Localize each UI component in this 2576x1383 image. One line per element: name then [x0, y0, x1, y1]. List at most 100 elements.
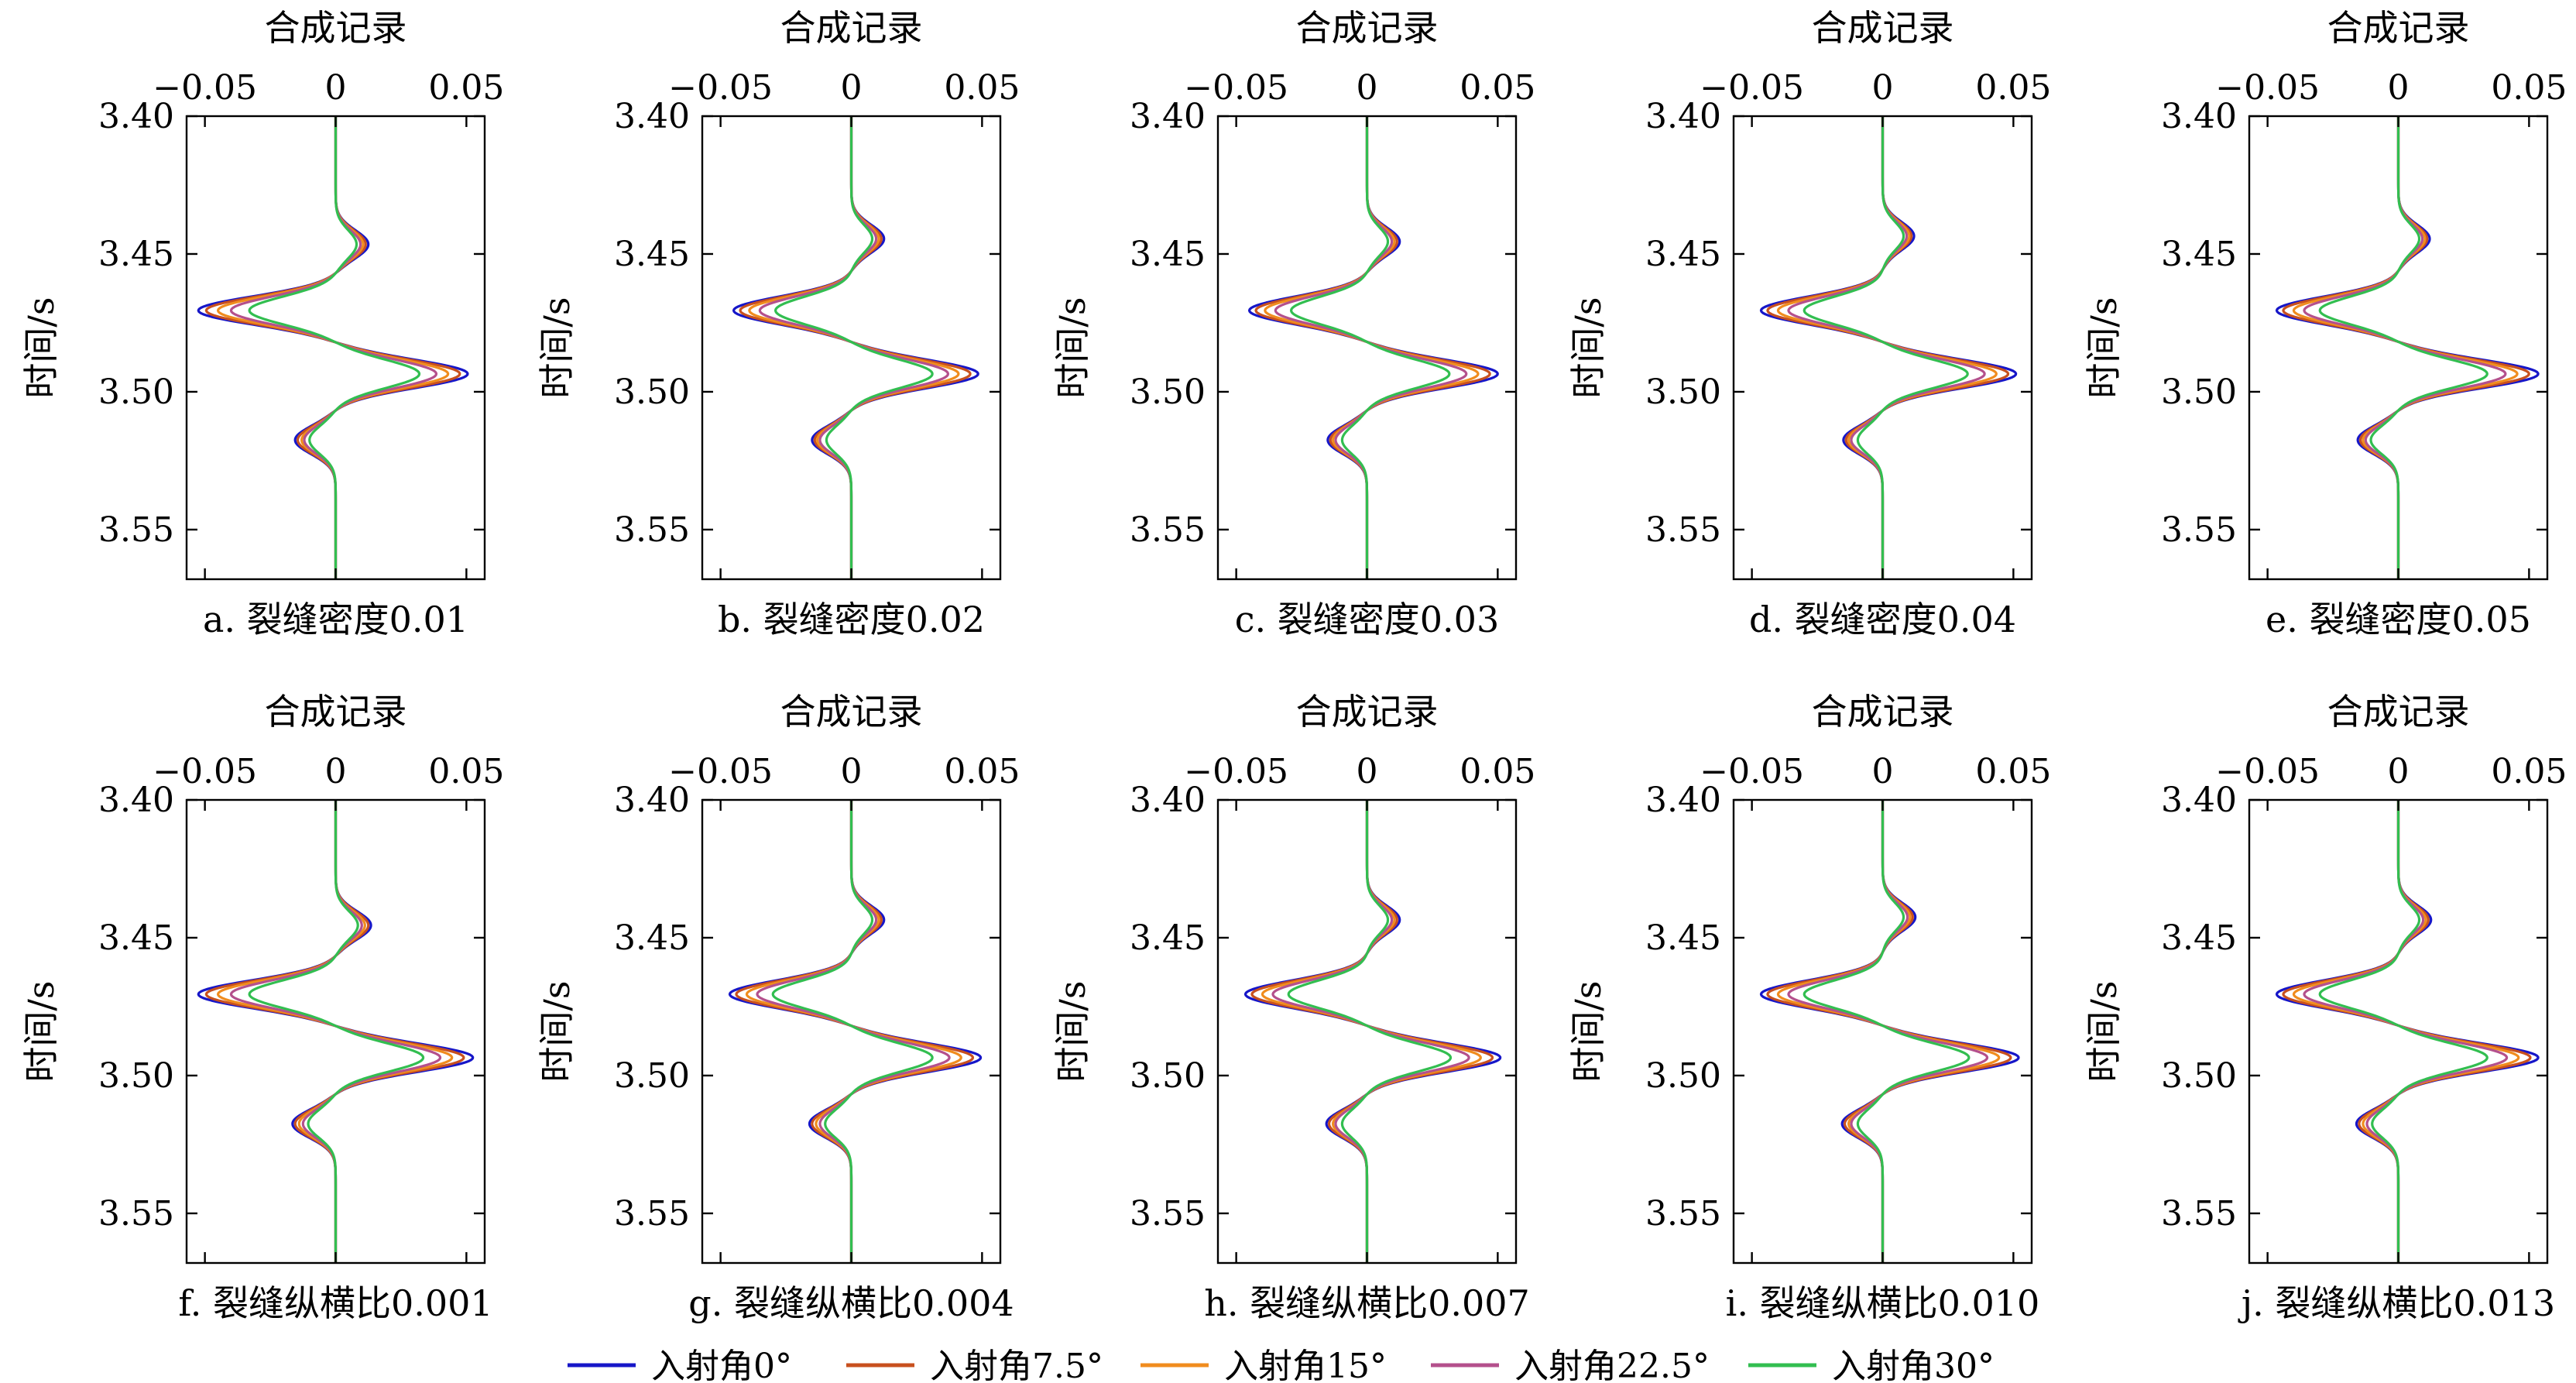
series-line [2292, 116, 2519, 579]
series-line [248, 116, 421, 579]
legend-item: 入射角30° [1748, 1347, 1995, 1383]
y-tick-label: 3.55 [1645, 510, 1721, 550]
y-tick-label: 3.50 [1645, 1056, 1721, 1096]
trace-group [728, 800, 983, 1263]
panel-caption: b. 裂缝密度0.02 [718, 599, 985, 640]
y-tick-label: 3.55 [2161, 510, 2237, 550]
series-line [1274, 116, 1468, 579]
x-tick-label: 0 [841, 752, 863, 791]
trace-group [1759, 800, 2020, 1263]
x-tick-label: 0 [325, 752, 347, 791]
y-tick-label: 3.45 [614, 918, 690, 958]
y-axis-label: 时间/s [20, 297, 62, 398]
series-line [1759, 116, 2018, 579]
y-tick-label: 3.40 [614, 97, 690, 136]
x-tick-label: 0.05 [1460, 68, 1535, 108]
series-line [1250, 800, 1494, 1263]
y-tick-label: 3.40 [2161, 781, 2237, 820]
panel-caption: j. 裂缝纵横比0.013 [2238, 1282, 2555, 1324]
series-line [2318, 800, 2489, 1263]
y-tick-label: 3.45 [614, 235, 690, 274]
chart-title: 合成记录 [2327, 691, 2470, 733]
series-line [248, 800, 425, 1263]
legend-label: 入射角0° [651, 1347, 792, 1383]
chart-title: 合成记录 [780, 691, 923, 733]
y-axis-label: 时间/s [536, 297, 578, 398]
series-line [2282, 116, 2530, 579]
y-tick-label: 3.50 [98, 372, 174, 412]
y-axis-label: 时间/s [1051, 297, 1093, 398]
x-tick-label: 0.05 [1975, 752, 2051, 791]
legend-item: 入射角15° [1141, 1347, 1387, 1383]
y-tick-label: 3.50 [2161, 372, 2237, 412]
x-tick-label: 0.05 [1975, 68, 2051, 108]
x-tick-label: 0 [325, 68, 347, 108]
panel-caption: a. 裂缝密度0.01 [203, 599, 468, 640]
series-line [1254, 116, 1491, 579]
series-line [2292, 800, 2520, 1263]
y-tick-label: 3.55 [98, 510, 174, 550]
y-axis-label: 时间/s [2083, 297, 2125, 398]
x-tick-label: −0.05 [668, 752, 773, 791]
x-tick-label: −0.05 [153, 752, 257, 791]
x-tick-label: 0 [1872, 752, 1894, 791]
y-tick-label: 3.40 [98, 781, 174, 820]
y-tick-label: 3.50 [614, 1056, 690, 1096]
x-tick-label: −0.05 [1700, 68, 1804, 108]
series-line [2318, 116, 2489, 579]
y-axis-label: 时间/s [20, 980, 62, 1082]
series-line [2275, 800, 2540, 1263]
series-line [204, 116, 461, 579]
series-line [1766, 800, 2012, 1263]
series-line [2303, 116, 2507, 579]
y-tick-label: 3.40 [2161, 97, 2237, 136]
legend: 入射角0° 入射角7.5° 入射角15° 入射角22.5° 入射角30° [568, 1347, 1995, 1383]
x-tick-label: 0.05 [428, 752, 504, 791]
y-tick-label: 3.45 [1645, 235, 1721, 274]
panel-caption: d. 裂缝密度0.04 [1749, 599, 2016, 640]
chart-title: 合成记录 [1296, 691, 1439, 733]
legend-item: 入射角0° [568, 1347, 792, 1383]
y-tick-label: 3.55 [614, 510, 690, 550]
x-tick-label: −0.05 [2215, 68, 2320, 108]
series-line [745, 800, 962, 1263]
y-tick-label: 3.45 [1130, 235, 1206, 274]
chart-title: 合成记录 [1296, 7, 1439, 49]
y-tick-label: 3.45 [1130, 918, 1206, 958]
series-line [732, 116, 979, 579]
series-line [2282, 800, 2532, 1263]
x-tick-label: 0.05 [944, 68, 1020, 108]
panel-caption: f. 裂缝纵横比0.001 [178, 1282, 492, 1324]
legend-item: 入射角22.5° [1431, 1347, 1710, 1383]
series-line [1243, 800, 1502, 1263]
series-line [1261, 800, 1482, 1263]
y-tick-label: 3.50 [1130, 372, 1206, 412]
chart-title: 合成记录 [265, 7, 407, 49]
series-line [1247, 116, 1499, 579]
y-tick-label: 3.55 [614, 1194, 690, 1234]
legend-label: 入射角30° [1832, 1347, 1995, 1383]
series-line [216, 116, 450, 579]
x-tick-label: 0.05 [1460, 752, 1535, 791]
x-tick-label: −0.05 [153, 68, 257, 108]
x-tick-label: 0.05 [944, 752, 1020, 791]
x-tick-label: 0 [2388, 752, 2410, 791]
trace-group [1247, 116, 1499, 579]
series-line [1787, 116, 1986, 579]
x-tick-label: 0 [1357, 68, 1378, 108]
series-line [1766, 116, 2010, 579]
legend-label: 入射角15° [1224, 1347, 1387, 1383]
y-tick-label: 3.50 [1645, 372, 1721, 412]
y-tick-label: 3.40 [1130, 781, 1206, 820]
y-tick-label: 3.45 [98, 918, 174, 958]
series-line [1287, 800, 1453, 1263]
panel-caption: h. 裂缝纵横比0.007 [1204, 1282, 1530, 1324]
y-tick-label: 3.45 [2161, 235, 2237, 274]
y-tick-label: 3.50 [98, 1056, 174, 1096]
